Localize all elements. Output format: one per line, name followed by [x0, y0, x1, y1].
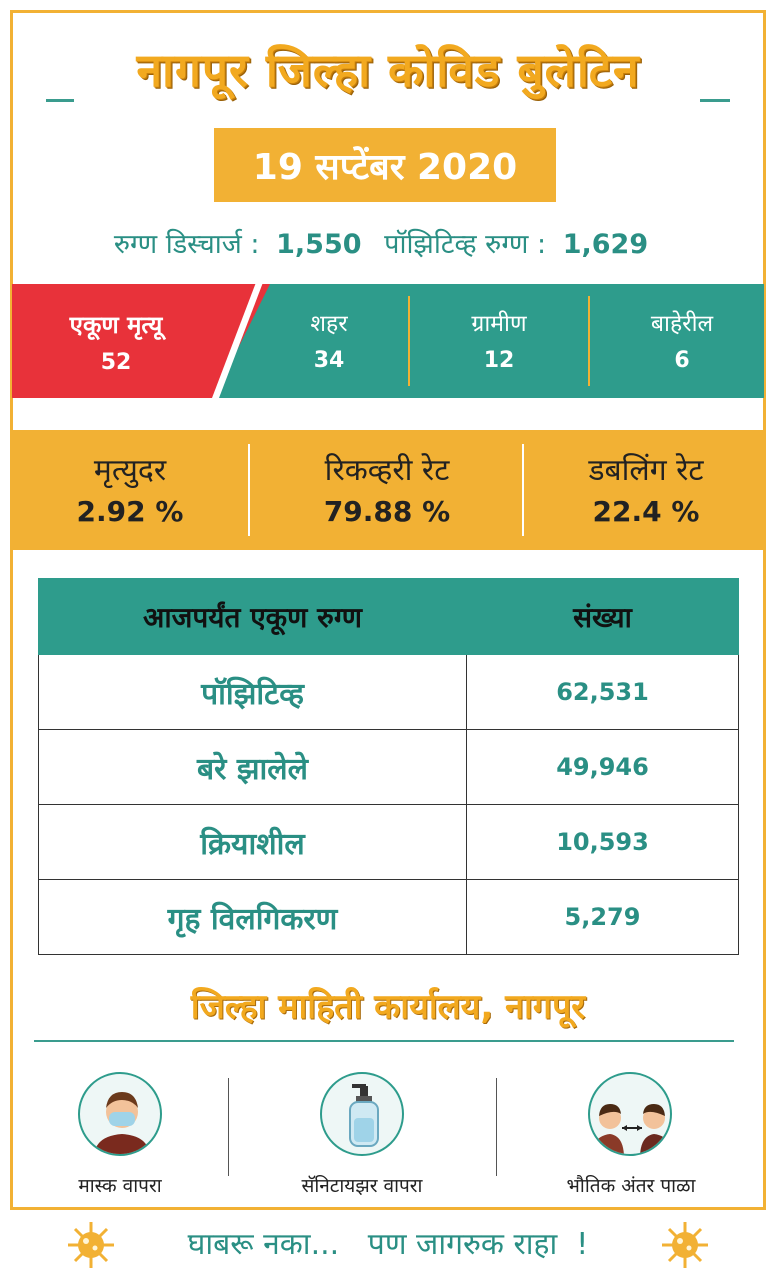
row-label: बरे झालेले: [38, 729, 467, 805]
tip-divider: [228, 1078, 229, 1176]
total-deaths-label: एकूण मृत्यू: [69, 311, 163, 339]
positive-value: 1,629: [562, 229, 649, 260]
date-badge: 19 सप्टेंबर 2020: [214, 128, 556, 202]
tip-mask-label: मास्क वापरा: [78, 1175, 162, 1197]
sanitizer-bottle-icon: [320, 1072, 404, 1156]
tip-divider: [496, 1078, 497, 1176]
table-row: बरे झालेले 49,946: [38, 729, 739, 805]
zone-label: बाहेरील: [650, 311, 714, 337]
table-row: क्रियाशील 10,593: [38, 804, 739, 880]
positive-label: पॉझिटिव्ह रुग्ण :: [384, 229, 547, 260]
rate-value: 22.4 %: [592, 495, 700, 528]
table-header-row: आजपर्यंत एकूण रुग्ण संख्या: [38, 578, 739, 655]
rate-mortality: मृत्युदर 2.92 %: [30, 448, 230, 528]
zone-city: शहर 34: [264, 306, 394, 373]
tip-distance-label: भौतिक अंतर पाळा: [566, 1175, 696, 1197]
rate-label: मृत्युदर: [93, 453, 167, 488]
row-value: 62,531: [466, 654, 739, 730]
virus-icon: [68, 1222, 114, 1268]
zone-divider: [408, 296, 410, 386]
issuing-office: जिल्हा माहिती कार्यालय, नागपूर: [190, 987, 586, 1027]
tip-sanitizer-label: सॅनिटायझर वापरा: [301, 1175, 423, 1197]
zone-label: ग्रामीण: [471, 311, 527, 337]
zone-divider: [588, 296, 590, 386]
rate-doubling: डबलिंग रेट 22.4 %: [536, 448, 756, 528]
cumulative-cases-table: आजपर्यंत एकूण रुग्ण संख्या पॉझिटिव्ह 62,…: [38, 578, 739, 955]
zone-value: 12: [483, 348, 515, 373]
table-header-cases: आजपर्यंत एकूण रुग्ण: [38, 578, 467, 655]
virus-icon: [662, 1222, 708, 1268]
mask-person-icon: [78, 1072, 162, 1156]
zone-outside: बाहेरील 6: [606, 306, 758, 373]
rates-band: [12, 430, 764, 550]
zone-value: 34: [313, 348, 345, 373]
rate-recovery: रिकव्हरी रेट 79.88 %: [262, 448, 512, 528]
row-label: क्रियाशील: [38, 804, 467, 880]
section-divider: [34, 1040, 734, 1042]
row-value: 5,279: [466, 879, 739, 955]
title-underline-left: [46, 99, 74, 102]
zone-label: शहर: [310, 311, 348, 337]
rate-divider: [248, 444, 250, 536]
rate-label: डबलिंग रेट: [588, 453, 704, 488]
title-underline-right: [700, 99, 730, 102]
zone-value: 6: [674, 348, 690, 373]
discharge-value: 1,550: [276, 229, 362, 260]
row-label: पॉझिटिव्ह: [38, 654, 467, 730]
rate-value: 2.92 %: [76, 495, 184, 528]
zone-rural: ग्रामीण 12: [426, 306, 572, 373]
discharge-label: रुग्ण डिस्चार्ज :: [113, 229, 260, 260]
footer-slogan: घाबरू नका... पण जागरुक राहा !: [187, 1227, 589, 1262]
row-value: 10,593: [466, 804, 739, 880]
table-row: गृह विलगिकरण 5,279: [38, 879, 739, 955]
row-value: 49,946: [466, 729, 739, 805]
rate-value: 79.88 %: [323, 495, 451, 528]
row-label: गृह विलगिकरण: [38, 879, 467, 955]
poster-frame: [10, 10, 766, 1210]
table-header-count: संख्या: [466, 578, 739, 655]
rate-label: रिकव्हरी रेट: [324, 453, 450, 488]
table-row: पॉझिटिव्ह 62,531: [38, 654, 739, 730]
total-deaths-value: 52: [100, 350, 132, 375]
daily-summary: रुग्ण डिस्चार्ज : 1,550 पॉझिटिव्ह रुग्ण …: [0, 224, 776, 261]
bulletin-title: नागपूर जिल्हा कोविड बुलेटिन: [136, 43, 640, 97]
social-distance-icon: [588, 1072, 672, 1156]
rate-divider: [522, 444, 524, 536]
